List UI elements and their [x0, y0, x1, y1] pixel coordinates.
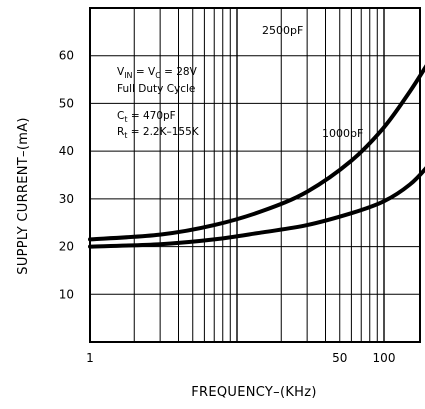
- series-line-1: [88, 166, 425, 249]
- y-tick-label: 20: [59, 240, 74, 254]
- y-tick-label: 40: [59, 144, 74, 158]
- series-line-0: [88, 64, 425, 242]
- annotation-ct: Ct = 470pF: [117, 110, 176, 124]
- x-tick-label: 100: [373, 351, 396, 365]
- series-layer: [88, 64, 425, 249]
- conditions-annotation: VIN = VC = 28V Full Duty Cycle Ct = 470p…: [117, 66, 200, 140]
- y-tick-label: 30: [59, 192, 74, 206]
- annotation-rt: Rt = 2.2K–155K: [117, 126, 200, 140]
- y-tick-label: 10: [59, 287, 74, 301]
- y-tick-label: 60: [59, 49, 74, 63]
- y-axis-title: SUPPLY CURRENT–(mA): [16, 117, 31, 274]
- series-label-1000pf: 1000pF: [322, 127, 363, 140]
- tick-labels: 102030405060150100300: [59, 49, 396, 365]
- y-tick-label: 50: [59, 96, 74, 110]
- annotation-vin-vc: VIN = VC = 28V: [117, 66, 198, 80]
- annotation-duty-cycle: Full Duty Cycle: [117, 83, 195, 95]
- series-label-2500pf: 2500pF: [262, 24, 303, 37]
- x-tick-label: 1: [86, 351, 94, 365]
- x-axis-title: FREQUENCY–(KHz): [191, 385, 316, 400]
- grid: [90, 8, 420, 342]
- x-tick-label: 50: [332, 351, 347, 365]
- plot-frame: [89, 7, 421, 343]
